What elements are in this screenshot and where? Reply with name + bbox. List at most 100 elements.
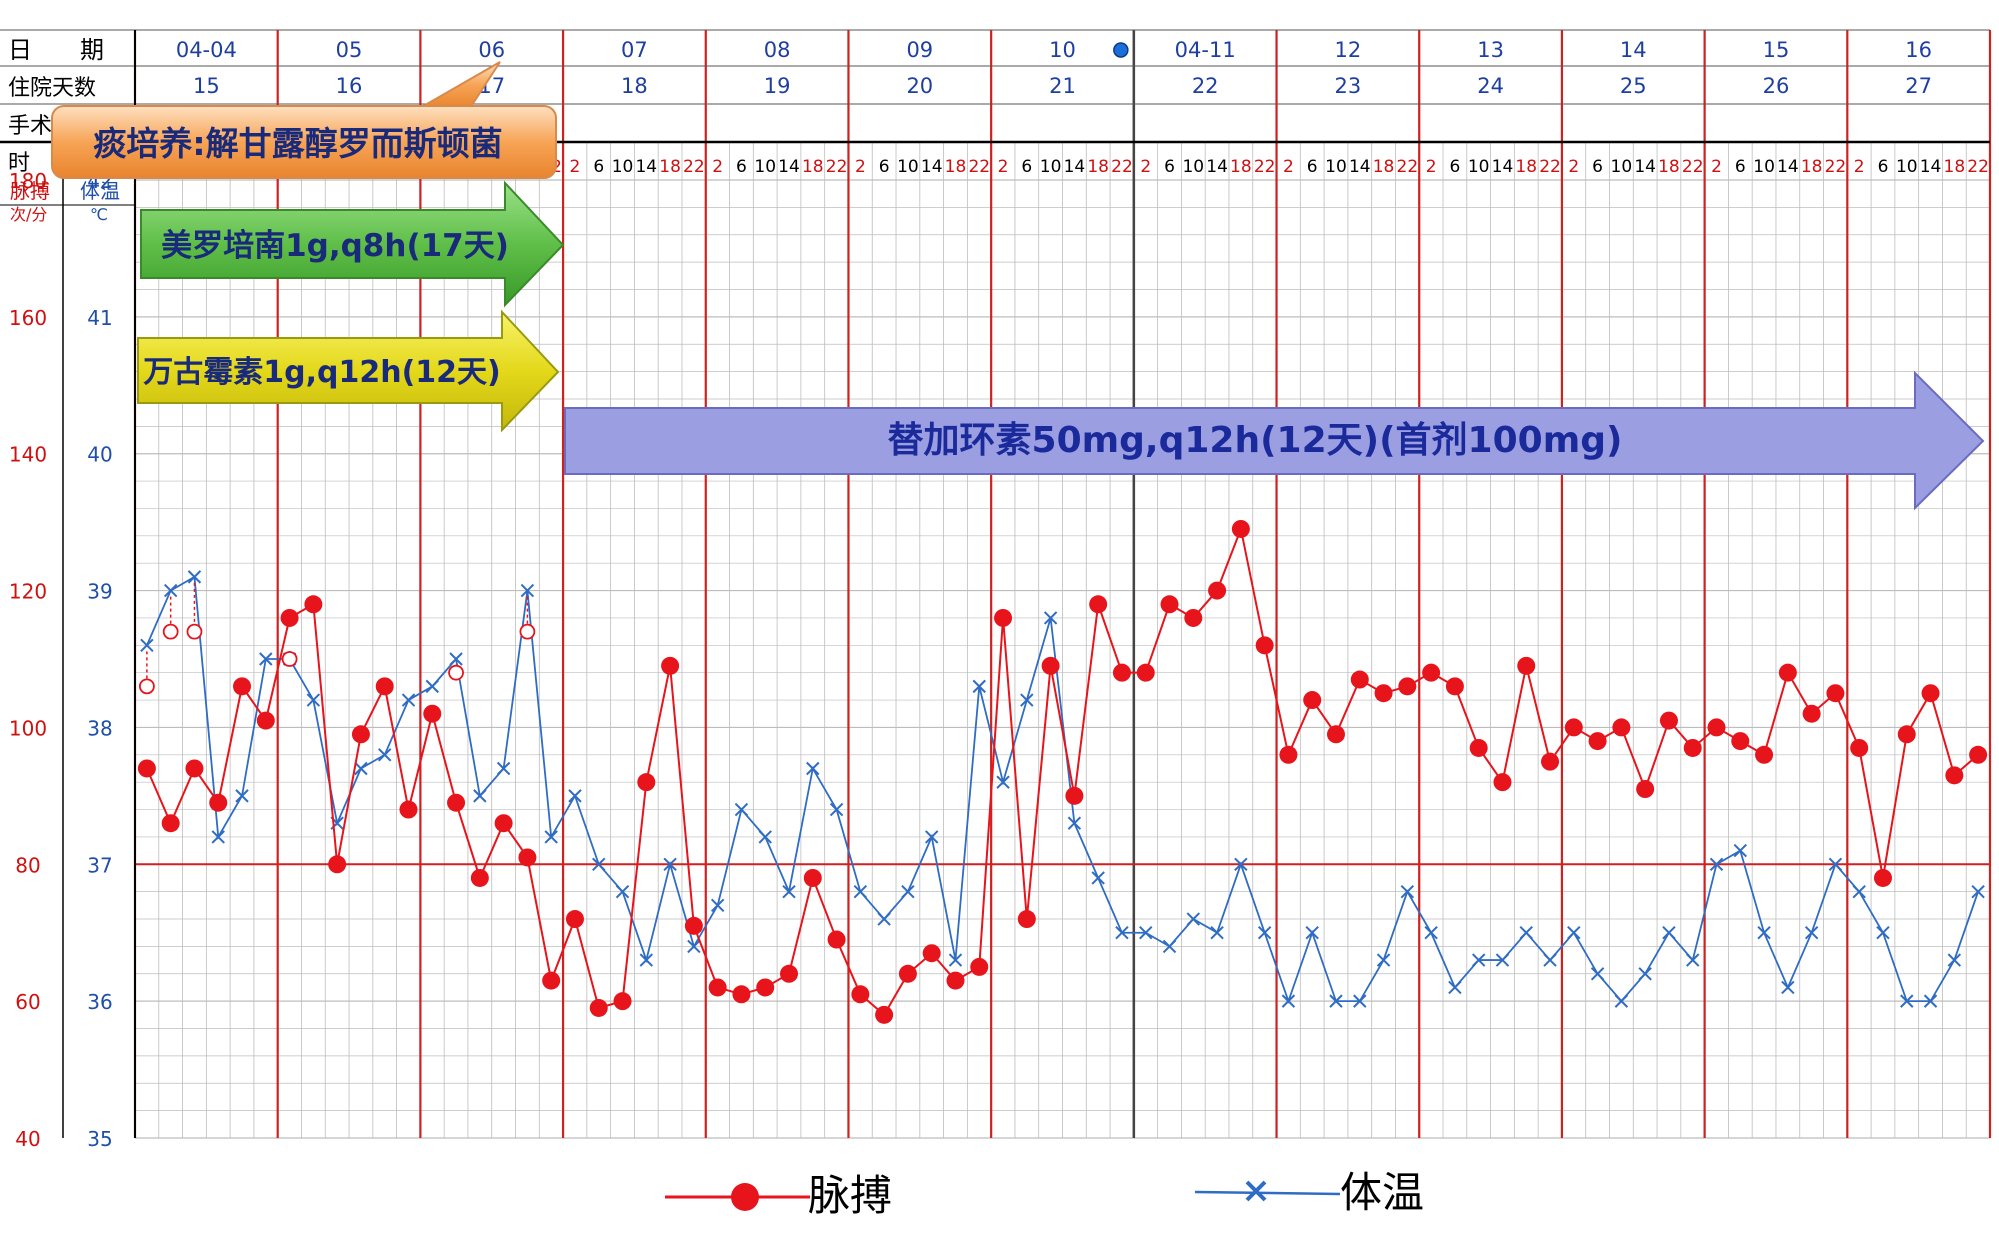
temp-axis-label: 体温 [80, 179, 120, 203]
time-tick-label: 6 [1307, 157, 1318, 177]
temperature-point [1923, 994, 1938, 1008]
pulse-point [1636, 780, 1655, 799]
pulse-tick-label: 120 [9, 580, 47, 604]
pulse-point [1564, 718, 1583, 737]
meropenem-label: 美罗培南1g,q8h(17天) [161, 228, 509, 264]
pulse-point [1208, 581, 1227, 600]
pulse-point [1445, 677, 1464, 696]
temperature-point [948, 953, 963, 967]
culture-label: 痰培养:解甘露醇罗而斯顿菌 [93, 124, 502, 163]
pulse-point [1802, 704, 1821, 723]
time-tick-label: 6 [736, 157, 747, 177]
temperature-point [425, 679, 439, 694]
temperature-point [1567, 926, 1581, 940]
time-tick-label: 2 [1711, 157, 1722, 177]
pulse-point [637, 773, 656, 792]
pulse-point [1826, 684, 1845, 703]
pulse-point [1588, 732, 1607, 751]
time-tick-label: 10 [612, 157, 634, 177]
pulse-point [803, 868, 822, 887]
temperature-point [1709, 857, 1724, 871]
time-tick-label: 2 [855, 157, 866, 177]
pulse-point [1303, 691, 1322, 710]
date-label: 07 [621, 38, 648, 62]
time-tick-label: 14 [1920, 157, 1942, 177]
temperature-point [1043, 611, 1058, 625]
inpatient-day-row-label: 住院天数 [8, 76, 96, 101]
temperature-point [1376, 953, 1391, 967]
temperature-point [758, 830, 772, 844]
temp-tick-label: 38 [87, 716, 112, 740]
inpatient-day-value: 21 [1049, 74, 1076, 98]
pulse-axis-unit: 次/分 [10, 205, 47, 224]
time-tick-label: 6 [1878, 157, 1889, 177]
time-tick-label: 10 [1468, 157, 1490, 177]
temperature-point [1329, 994, 1343, 1008]
temp-tick-label: 37 [87, 853, 112, 877]
pulse-point [875, 1005, 894, 1024]
time-tick-label: 10 [1896, 157, 1918, 177]
time-tick-label: 14 [1777, 157, 1799, 177]
inpatient-day-value: 25 [1620, 74, 1647, 98]
temperature-point [782, 884, 796, 899]
pulse-point [1659, 711, 1678, 730]
temperature-point [996, 775, 1010, 789]
fever-marker [281, 651, 298, 667]
time-tick-label: 18 [1801, 157, 1823, 177]
temperature-point [1495, 953, 1510, 967]
fever-marker [186, 623, 203, 640]
time-tick-label: 18 [1373, 157, 1395, 177]
temperature-point [401, 693, 416, 707]
pulse-point [756, 978, 775, 997]
time-tick-label: 2 [1140, 157, 1151, 177]
time-tick-label: 22 [683, 157, 705, 177]
pulse-point [1136, 663, 1155, 682]
temp-tick-label: 36 [87, 990, 112, 1014]
time-row-label: 时 [8, 151, 30, 176]
pulse-point [1731, 732, 1750, 751]
pulse-point [1231, 519, 1250, 538]
pulse-point [375, 677, 394, 696]
pulse-point [732, 985, 751, 1004]
inpatient-day-value: 20 [906, 74, 933, 98]
inpatient-day-value: 15 [193, 74, 220, 98]
temperature-point [1067, 816, 1082, 830]
temperature-point [306, 693, 321, 707]
pulse-point [1683, 738, 1702, 757]
temp-tick-label: 39 [87, 580, 112, 604]
time-tick-label: 2 [570, 157, 581, 177]
pulse-point [851, 985, 870, 1004]
time-tick-label: 2 [998, 157, 1009, 177]
temperature-point [1852, 884, 1866, 899]
temperature-point [1139, 926, 1153, 940]
temperature-point [1662, 926, 1676, 940]
temperature-point [1210, 926, 1224, 940]
pulse-tick-label: 40 [15, 1127, 40, 1151]
temperature-point [1162, 939, 1177, 954]
pulse-point [1612, 718, 1631, 737]
temperature-point [639, 953, 654, 967]
pulse-point [1041, 656, 1060, 675]
pulse-point [1945, 766, 1964, 785]
time-tick-label: 10 [754, 157, 776, 177]
pulse-tick-label: 180 [9, 169, 47, 193]
pulse-point [470, 868, 489, 887]
pulse-point [351, 725, 370, 744]
date-label: 06 [478, 38, 505, 62]
time-tick-label: 22 [1967, 157, 1989, 177]
time-tick-label: 6 [1449, 157, 1460, 177]
pulse-tick-label: 160 [9, 306, 47, 330]
fever-marker [162, 623, 179, 640]
time-tick-label: 14 [1064, 157, 1086, 177]
temperature-point [972, 679, 986, 694]
temperature-point [520, 583, 535, 598]
temperature-point [544, 830, 558, 844]
pulse-axis-label: 脉搏 [10, 179, 50, 203]
time-tick-label: 18 [1087, 157, 1109, 177]
temperature-point [496, 761, 511, 776]
date-label: 13 [1477, 38, 1504, 62]
pulse-point [589, 998, 608, 1017]
temperature-point [1305, 926, 1319, 940]
culture-callout: 痰培养:解甘露醇罗而斯顿菌 [51, 61, 557, 179]
